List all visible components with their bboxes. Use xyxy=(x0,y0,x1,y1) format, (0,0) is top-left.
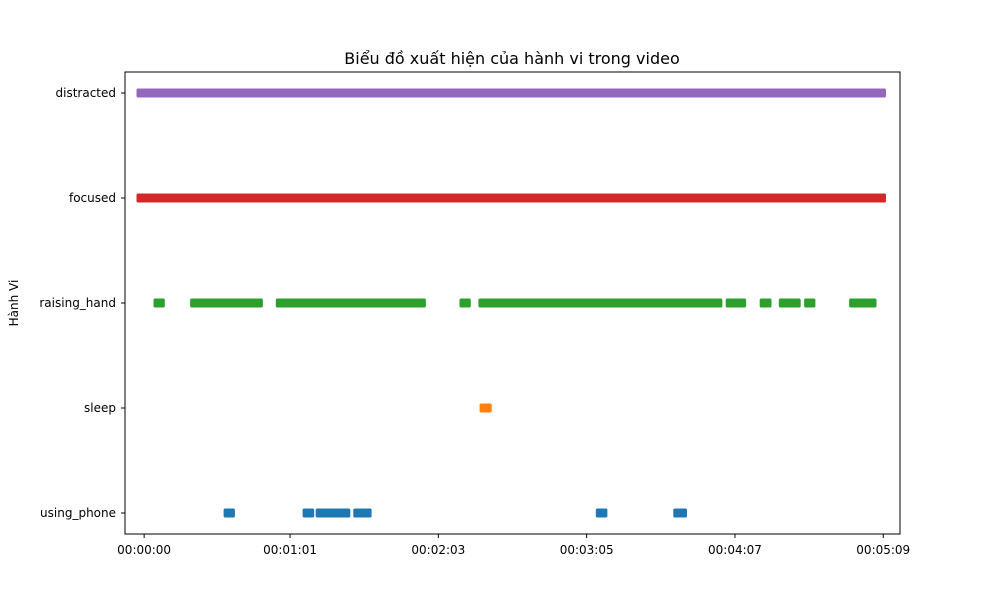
y-tick-label-raising_hand: raising_hand xyxy=(39,296,116,310)
x-tick-label-5: 00:05:09 xyxy=(856,543,910,557)
mark-raising_hand-12 xyxy=(587,298,645,308)
y-tick-label-distracted: distracted xyxy=(56,86,117,100)
mark-using_phone-5 xyxy=(673,508,687,518)
mark-using_phone-2 xyxy=(315,508,351,518)
chart-title: Biểu đồ xuất hiện của hành vi trong vide… xyxy=(344,49,679,68)
mark-distracted-0 xyxy=(136,88,886,98)
mark-raising_hand-11 xyxy=(478,298,595,308)
axes: 00:00:00 00:01:01 00:02:03 00:03:05 00:04:07… xyxy=(39,71,910,557)
y-tick-label-focused: focused xyxy=(69,191,116,205)
mark-sleep-0 xyxy=(479,403,492,413)
mark-raising_hand-16 xyxy=(759,298,772,308)
mark-using_phone-3 xyxy=(353,508,372,518)
mark-raising_hand-9 xyxy=(393,298,426,308)
y-tick-label-using_phone: using_phone xyxy=(40,506,116,520)
mark-using_phone-0 xyxy=(223,508,235,518)
x-tick-label-4: 00:04:07 xyxy=(708,543,762,557)
mark-raising_hand-4 xyxy=(237,298,263,308)
x-tick-label-3: 00:03:05 xyxy=(560,543,614,557)
mark-raising_hand-2 xyxy=(193,298,232,308)
mark-raising_hand-19 xyxy=(849,298,877,308)
mark-raising_hand-13 xyxy=(637,298,707,308)
mark-raising_hand-0 xyxy=(153,298,165,308)
mark-raising_hand-14 xyxy=(702,298,723,308)
data-marks xyxy=(136,88,886,518)
mark-using_phone-4 xyxy=(595,508,608,518)
mark-raising_hand-5 xyxy=(275,298,300,308)
mark-raising_hand-15 xyxy=(725,298,747,308)
x-tick-label-0: 00:00:00 xyxy=(117,543,171,557)
x-tick-label-2: 00:02:03 xyxy=(411,543,465,557)
mark-raising_hand-10 xyxy=(459,298,471,308)
mark-raising_hand-7 xyxy=(309,298,391,308)
y-axis-label: Hành Vi xyxy=(7,280,21,327)
mark-using_phone-1 xyxy=(302,508,315,518)
mark-raising_hand-17 xyxy=(778,298,801,308)
mark-focused-0 xyxy=(136,193,886,203)
y-tick-label-sleep: sleep xyxy=(84,401,116,415)
mark-raising_hand-18 xyxy=(804,298,816,308)
x-tick-label-1: 00:01:01 xyxy=(263,543,317,557)
